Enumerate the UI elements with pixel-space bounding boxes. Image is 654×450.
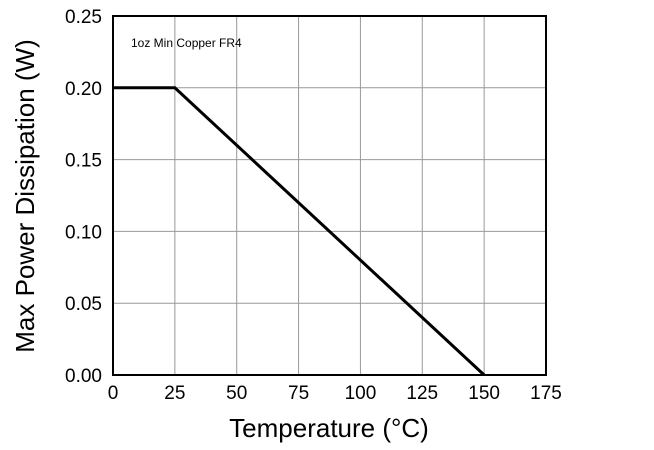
plot-frame	[112, 15, 547, 376]
x-tick-label: 25	[164, 383, 185, 404]
gridlines	[113, 16, 546, 375]
y-tick-label: 0.25	[65, 7, 102, 28]
y-tick-label: 0.15	[65, 151, 102, 172]
series-layer	[113, 86, 486, 377]
x-tick-label: 0	[108, 383, 119, 404]
x-tick-label: 50	[226, 383, 247, 404]
x-tick-label: 125	[406, 383, 438, 404]
y-tick-label: 0.05	[65, 294, 102, 315]
x-tick-label: 150	[468, 383, 500, 404]
y-tick-label: 0.00	[65, 366, 102, 387]
series-line	[113, 86, 486, 377]
x-tick-label: 100	[345, 383, 377, 404]
x-tick-label: 175	[530, 383, 562, 404]
x-tick-label: 75	[288, 383, 309, 404]
y-tick-label: 0.10	[65, 222, 102, 243]
x-axis-title: Temperature (°C)	[229, 413, 429, 443]
y-axis-title: Max Power Dissipation (W)	[10, 39, 40, 353]
y-tick-label: 0.20	[65, 79, 102, 100]
chart-annotation: 1oz Min Copper FR4	[131, 36, 242, 50]
tick-labels: 0 25 50 75 100 125 150 175 0.00 0.05 0.10 0.15 0.20 0…	[65, 7, 562, 404]
